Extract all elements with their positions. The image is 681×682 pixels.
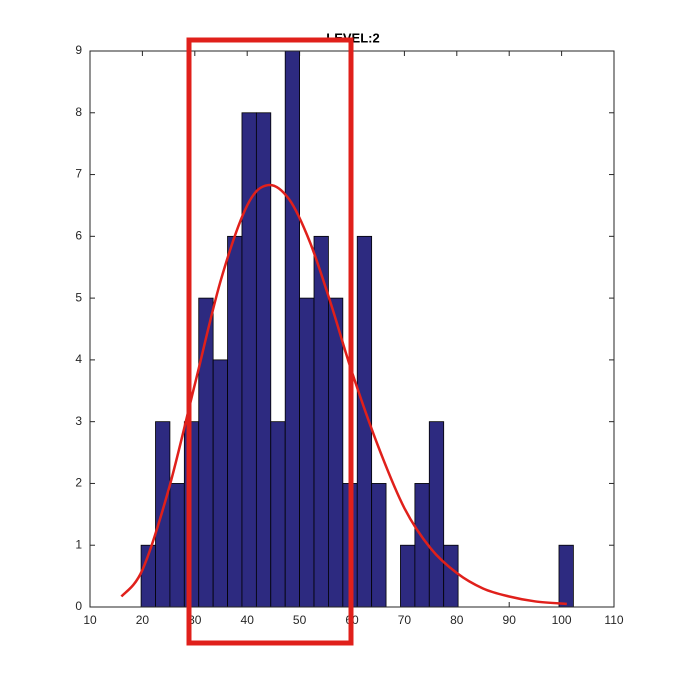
y-tick-label: 6 bbox=[75, 229, 82, 243]
x-tick-label: 50 bbox=[293, 613, 307, 627]
x-tick-label: 100 bbox=[552, 613, 572, 627]
x-tick-label: 80 bbox=[450, 613, 464, 627]
y-tick-label: 3 bbox=[75, 414, 82, 428]
x-tick-label: 110 bbox=[604, 613, 623, 627]
y-tick-label: 2 bbox=[75, 476, 82, 490]
bar bbox=[183, 421, 200, 608]
y-tick-label: 7 bbox=[75, 167, 82, 181]
x-tick-label: 30 bbox=[188, 613, 202, 627]
bar bbox=[371, 483, 387, 608]
y-tick-label: 5 bbox=[75, 290, 82, 304]
bar bbox=[284, 50, 301, 608]
bar bbox=[270, 421, 286, 608]
x-tick-label: 70 bbox=[398, 613, 412, 627]
y-tick-label: 1 bbox=[75, 537, 82, 551]
bar bbox=[241, 112, 257, 608]
bar bbox=[227, 235, 243, 608]
x-tick-label: 20 bbox=[136, 613, 150, 627]
bar bbox=[198, 297, 214, 608]
y-tick-label: 0 bbox=[75, 599, 82, 613]
bar bbox=[400, 544, 416, 608]
bar bbox=[428, 421, 445, 608]
highlight-box bbox=[186, 37, 354, 646]
bar bbox=[558, 544, 574, 608]
x-tick-label: 10 bbox=[83, 613, 97, 627]
y-tick-label: 9 bbox=[75, 43, 82, 57]
bar bbox=[443, 544, 459, 608]
y-tick-label: 4 bbox=[75, 352, 82, 366]
x-tick-label: 90 bbox=[503, 613, 517, 627]
bar bbox=[212, 359, 228, 608]
bar bbox=[328, 297, 344, 608]
y-tick-label: 8 bbox=[75, 105, 82, 119]
bar bbox=[169, 483, 185, 608]
x-tick-label: 40 bbox=[241, 613, 255, 627]
bar bbox=[299, 297, 315, 608]
